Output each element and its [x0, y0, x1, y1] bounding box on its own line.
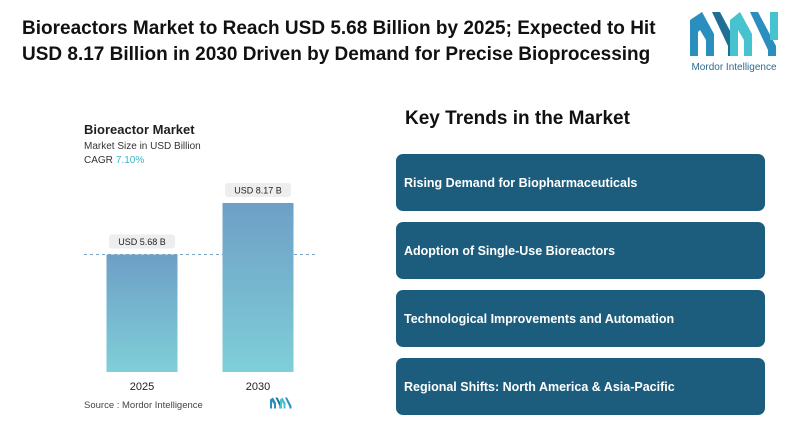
brand-name: Mordor Intelligence [691, 62, 777, 73]
brand-logo[interactable]: Mordor Intelligence [684, 12, 784, 78]
x-tick-label: 2025 [130, 381, 154, 393]
source-logo-icon [270, 397, 292, 409]
trend-card-biopharmaceuticals[interactable]: Rising Demand for Biopharmaceuticals [396, 154, 765, 211]
trends-title: Key Trends in the Market [405, 108, 630, 129]
cagr-label: CAGR [84, 155, 113, 166]
bar-2030 [222, 203, 294, 372]
data-label-box [225, 183, 291, 197]
trend-card-label: Rising Demand for Biopharmaceuticals [404, 175, 638, 190]
x-tick-label: 2030 [246, 381, 270, 393]
bar-chart: USD 5.68 B 2025 USD 8.17 B 2030 [84, 183, 318, 393]
trend-card-label: Regional Shifts: North America & Asia-Pa… [404, 379, 675, 394]
cagr-value: 7.10% [115, 155, 145, 166]
mordor-intelligence-logo-icon [690, 12, 778, 56]
chart-title: Bioreactor Market [84, 122, 195, 137]
trend-card-automation[interactable]: Technological Improvements and Automatio… [396, 290, 765, 347]
data-label: USD 8.17 B [234, 186, 282, 196]
chart-source: Source : Mordor Intelligence [84, 400, 203, 411]
trend-card-regional-shifts[interactable]: Regional Shifts: North America & Asia-Pa… [396, 358, 765, 415]
trend-card-single-use[interactable]: Adoption of Single-Use Bioreactors [396, 222, 765, 279]
page-headline: Bioreactors Market to Reach USD 5.68 Bil… [22, 18, 656, 65]
data-label: USD 5.68 B [118, 237, 166, 247]
chart-subtitle: Market Size in USD Billion [84, 141, 201, 152]
data-label-box [109, 234, 175, 249]
bar-2025 [106, 254, 178, 372]
trend-card-label: Technological Improvements and Automatio… [404, 311, 675, 326]
trend-card-label: Adoption of Single-Use Bioreactors [404, 243, 616, 258]
cagr-line: CAGR 7.10% [84, 155, 144, 166]
